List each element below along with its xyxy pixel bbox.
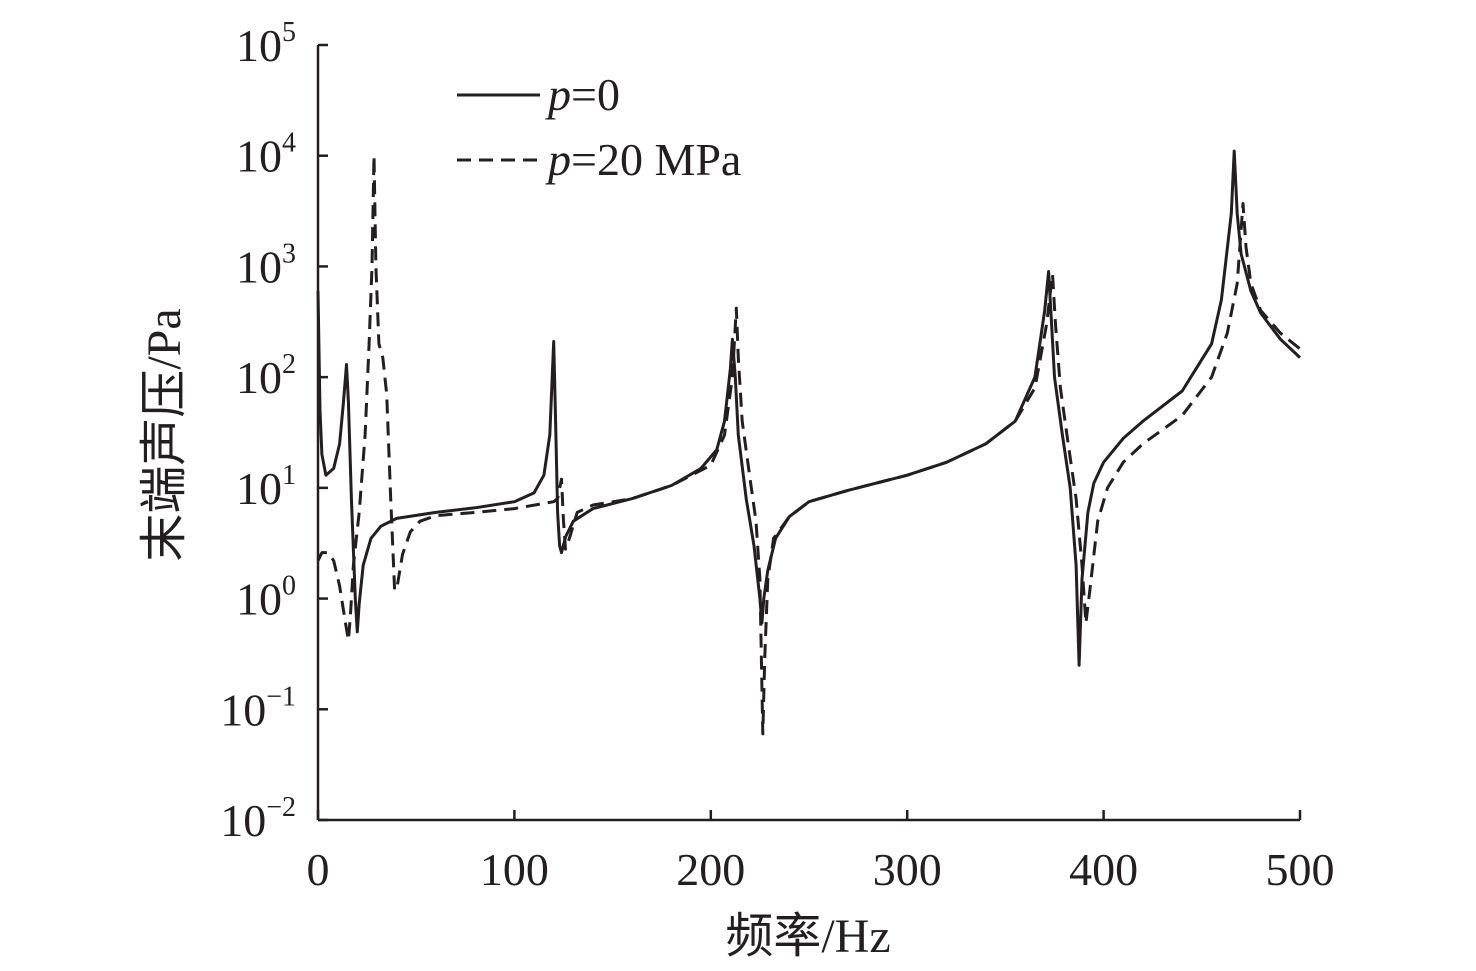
axes <box>316 45 1300 822</box>
x-tick-label: 200 <box>676 844 745 895</box>
y-tick-label: 105 <box>236 17 296 71</box>
legend-label-p20: p=20 MPa <box>545 134 741 185</box>
x-tick-label: 400 <box>1069 844 1138 895</box>
x-axis-title: 频率/Hz <box>725 910 890 963</box>
legend: p=0 p=20 MPa <box>457 69 741 185</box>
y-tick-label: 100 <box>236 571 296 625</box>
series-line-p-0 <box>316 149 1302 667</box>
x-tick-label: 500 <box>1266 844 1335 895</box>
x-tick-label: 0 <box>307 844 330 895</box>
y-tick-label: 102 <box>236 349 296 403</box>
x-axis-ticks: 0 100 200 300 400 500 <box>307 810 1335 895</box>
legend-label-p0: p=0 <box>545 69 620 120</box>
x-tick-label: 300 <box>873 844 942 895</box>
y-tick-label: 103 <box>236 238 296 292</box>
y-tick-label: 10−1 <box>220 681 296 735</box>
y-axis-ticks: 10−2 10−1 100 101 102 103 104 105 <box>220 17 328 846</box>
plot-lines <box>316 149 1302 736</box>
x-tick-label: 100 <box>480 844 549 895</box>
series-line-p-20mpa <box>316 154 1301 736</box>
y-axis-title: 末端声压/Pa <box>138 308 191 561</box>
y-tick-label: 10−2 <box>220 792 296 846</box>
y-tick-label: 104 <box>236 128 296 182</box>
y-tick-label: 101 <box>236 460 296 514</box>
